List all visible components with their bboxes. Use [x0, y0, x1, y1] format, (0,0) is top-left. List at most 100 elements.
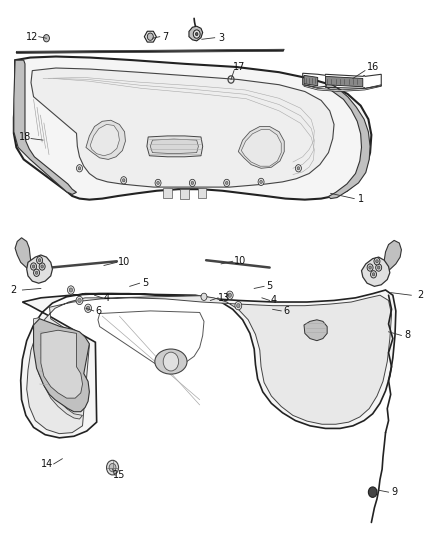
Circle shape	[378, 266, 380, 269]
Text: 13: 13	[218, 293, 230, 303]
Polygon shape	[150, 139, 198, 154]
Text: 2: 2	[11, 285, 17, 295]
Circle shape	[297, 167, 300, 170]
Circle shape	[193, 30, 200, 38]
Polygon shape	[361, 257, 390, 286]
Text: 3: 3	[218, 33, 224, 43]
Circle shape	[41, 265, 43, 268]
Polygon shape	[198, 188, 206, 198]
Circle shape	[372, 273, 375, 276]
Circle shape	[32, 265, 35, 268]
Polygon shape	[304, 75, 318, 86]
Circle shape	[371, 271, 377, 278]
Polygon shape	[31, 68, 334, 187]
Text: 17: 17	[233, 62, 246, 72]
Circle shape	[195, 33, 198, 36]
Circle shape	[191, 181, 194, 184]
Circle shape	[67, 286, 74, 294]
Circle shape	[157, 181, 159, 184]
Circle shape	[368, 487, 377, 497]
Circle shape	[31, 263, 37, 270]
Polygon shape	[325, 76, 363, 87]
Text: 4: 4	[103, 293, 110, 303]
Polygon shape	[41, 330, 82, 398]
Circle shape	[123, 179, 125, 182]
Polygon shape	[304, 320, 327, 341]
Polygon shape	[189, 26, 203, 41]
Text: 14: 14	[41, 459, 53, 469]
Text: 10: 10	[117, 257, 130, 268]
Polygon shape	[90, 124, 120, 156]
Circle shape	[295, 165, 301, 172]
Text: 16: 16	[367, 62, 379, 72]
Text: 18: 18	[19, 132, 31, 142]
Text: 6: 6	[95, 306, 101, 316]
Circle shape	[226, 181, 228, 184]
Circle shape	[155, 179, 161, 187]
Circle shape	[69, 288, 73, 292]
Text: 7: 7	[162, 31, 169, 42]
Text: 15: 15	[113, 471, 126, 480]
Text: 12: 12	[26, 31, 39, 42]
Polygon shape	[147, 136, 203, 157]
Polygon shape	[241, 130, 281, 166]
Polygon shape	[27, 295, 392, 434]
Circle shape	[39, 263, 45, 270]
Circle shape	[34, 269, 39, 277]
Polygon shape	[16, 49, 284, 53]
Text: 2: 2	[417, 290, 423, 300]
Circle shape	[224, 179, 230, 187]
Circle shape	[78, 167, 81, 170]
Circle shape	[85, 304, 92, 312]
Polygon shape	[238, 126, 284, 168]
Ellipse shape	[155, 349, 187, 374]
Circle shape	[189, 179, 195, 187]
Circle shape	[235, 302, 242, 310]
Polygon shape	[325, 83, 370, 199]
Circle shape	[258, 178, 264, 185]
Circle shape	[109, 463, 116, 472]
Text: 1: 1	[357, 193, 364, 204]
Text: 8: 8	[405, 330, 411, 341]
Circle shape	[163, 352, 179, 371]
Circle shape	[376, 264, 381, 271]
Circle shape	[38, 259, 41, 262]
Circle shape	[367, 264, 373, 271]
Text: 5: 5	[267, 281, 273, 292]
Circle shape	[78, 298, 81, 303]
Polygon shape	[34, 319, 89, 411]
Polygon shape	[384, 240, 401, 271]
Polygon shape	[15, 238, 31, 269]
Polygon shape	[21, 290, 396, 438]
Text: 10: 10	[233, 256, 246, 266]
Polygon shape	[180, 189, 189, 199]
Circle shape	[226, 291, 233, 300]
Circle shape	[76, 296, 83, 305]
Polygon shape	[27, 255, 53, 283]
Circle shape	[237, 304, 240, 308]
Polygon shape	[14, 60, 77, 195]
Circle shape	[121, 176, 127, 184]
Polygon shape	[144, 31, 156, 42]
Polygon shape	[86, 120, 125, 159]
Polygon shape	[304, 85, 381, 92]
Text: 5: 5	[142, 278, 148, 288]
Circle shape	[77, 165, 82, 172]
Circle shape	[37, 256, 42, 264]
Circle shape	[35, 271, 38, 274]
Polygon shape	[14, 56, 371, 200]
Text: 9: 9	[391, 487, 397, 497]
Circle shape	[43, 35, 49, 42]
Circle shape	[201, 293, 207, 301]
Circle shape	[106, 461, 119, 475]
Circle shape	[147, 33, 153, 41]
Polygon shape	[163, 188, 172, 198]
Circle shape	[376, 260, 378, 263]
Circle shape	[369, 266, 371, 269]
Circle shape	[86, 306, 90, 310]
Text: 4: 4	[271, 295, 277, 305]
Text: 6: 6	[284, 306, 290, 316]
Polygon shape	[34, 318, 82, 419]
Circle shape	[260, 180, 262, 183]
Circle shape	[374, 257, 380, 265]
